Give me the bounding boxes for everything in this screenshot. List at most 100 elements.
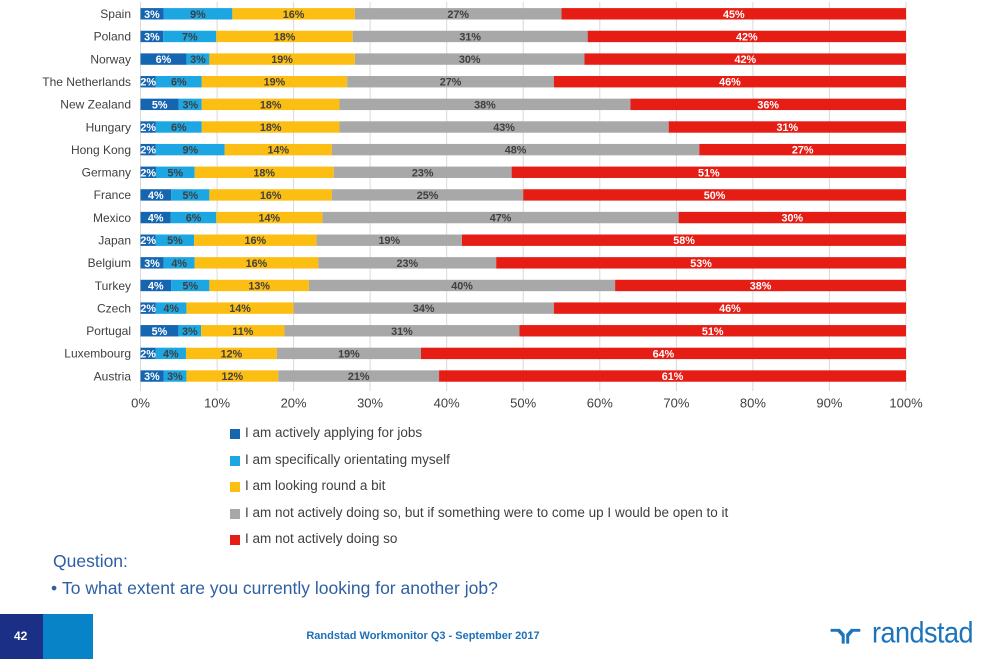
svg-text:51%: 51% <box>702 326 724 338</box>
svg-text:randstad: randstad <box>872 616 973 650</box>
svg-text:64%: 64% <box>653 348 675 360</box>
svg-text:18%: 18% <box>253 167 275 179</box>
svg-text:19%: 19% <box>338 348 360 360</box>
svg-text:9%: 9% <box>190 9 206 21</box>
svg-text:6%: 6% <box>156 54 172 66</box>
svg-text:Belgium: Belgium <box>88 256 131 270</box>
svg-text:42%: 42% <box>734 54 756 66</box>
svg-text:34%: 34% <box>413 303 435 315</box>
svg-text:3%: 3% <box>182 326 198 338</box>
svg-text:New Zealand: New Zealand <box>60 98 131 112</box>
svg-text:Turkey: Turkey <box>95 279 131 293</box>
svg-text:43%: 43% <box>493 122 515 134</box>
svg-text:16%: 16% <box>246 258 268 270</box>
svg-text:50%: 50% <box>704 190 726 202</box>
svg-text:16%: 16% <box>245 235 267 247</box>
svg-text:5%: 5% <box>152 326 168 338</box>
svg-text:14%: 14% <box>267 145 289 157</box>
svg-text:10%: 10% <box>204 396 230 411</box>
svg-text:Japan: Japan <box>98 234 131 248</box>
svg-text:42%: 42% <box>736 31 758 43</box>
svg-text:46%: 46% <box>719 77 741 89</box>
svg-text:2%: 2% <box>140 122 156 134</box>
svg-text:2%: 2% <box>140 145 156 157</box>
svg-text:12%: 12% <box>221 348 243 360</box>
svg-text:6%: 6% <box>186 213 202 225</box>
svg-text:31%: 31% <box>459 31 481 43</box>
svg-text:25%: 25% <box>417 190 439 202</box>
svg-text:Austria: Austria <box>94 369 132 383</box>
svg-text:6%: 6% <box>171 122 187 134</box>
svg-text:Portugal: Portugal <box>86 324 131 338</box>
svg-text:23%: 23% <box>396 258 418 270</box>
svg-text:58%: 58% <box>673 235 695 247</box>
svg-text:4%: 4% <box>148 280 164 292</box>
svg-text:Germany: Germany <box>82 166 131 180</box>
svg-text:5%: 5% <box>182 190 198 202</box>
svg-text:38%: 38% <box>750 280 772 292</box>
svg-text:30%: 30% <box>357 396 383 411</box>
svg-text:100%: 100% <box>889 396 923 411</box>
svg-text:18%: 18% <box>274 31 296 43</box>
svg-text:5%: 5% <box>167 235 183 247</box>
svg-text:Mexico: Mexico <box>93 211 131 225</box>
svg-text:20%: 20% <box>281 396 307 411</box>
svg-text:18%: 18% <box>260 99 282 111</box>
svg-text:France: France <box>94 188 132 202</box>
svg-text:5%: 5% <box>182 280 198 292</box>
svg-text:Czech: Czech <box>97 301 131 315</box>
svg-text:2%: 2% <box>140 167 156 179</box>
svg-text:19%: 19% <box>271 54 293 66</box>
svg-text:40%: 40% <box>434 396 460 411</box>
svg-text:2%: 2% <box>140 348 156 360</box>
svg-text:27%: 27% <box>792 145 814 157</box>
svg-text:38%: 38% <box>474 99 496 111</box>
svg-text:45%: 45% <box>723 9 745 21</box>
svg-text:Poland: Poland <box>94 30 131 44</box>
svg-text:30%: 30% <box>459 54 481 66</box>
svg-text:2%: 2% <box>140 77 156 89</box>
svg-text:2%: 2% <box>140 303 156 315</box>
svg-text:21%: 21% <box>348 371 370 383</box>
svg-text:16%: 16% <box>283 9 305 21</box>
svg-text:27%: 27% <box>447 9 469 21</box>
svg-text:6%: 6% <box>171 77 187 89</box>
svg-text:7%: 7% <box>182 31 198 43</box>
svg-text:23%: 23% <box>412 167 434 179</box>
svg-text:0%: 0% <box>131 396 150 411</box>
svg-text:51%: 51% <box>698 167 720 179</box>
svg-text:The Netherlands: The Netherlands <box>42 75 131 89</box>
svg-text:5%: 5% <box>167 167 183 179</box>
svg-text:3%: 3% <box>144 258 160 270</box>
svg-text:80%: 80% <box>740 396 766 411</box>
svg-text:12%: 12% <box>222 371 244 383</box>
svg-text:Luxembourg: Luxembourg <box>64 347 131 361</box>
svg-text:3%: 3% <box>144 371 160 383</box>
svg-text:16%: 16% <box>260 190 282 202</box>
svg-text:70%: 70% <box>663 396 689 411</box>
svg-text:3%: 3% <box>144 9 160 21</box>
svg-text:4%: 4% <box>148 190 164 202</box>
svg-text:5%: 5% <box>152 99 168 111</box>
svg-text:Hungary: Hungary <box>86 120 131 134</box>
svg-text:61%: 61% <box>662 371 684 383</box>
svg-text:31%: 31% <box>777 122 799 134</box>
svg-text:18%: 18% <box>260 122 282 134</box>
svg-text:2%: 2% <box>140 235 156 247</box>
svg-text:19%: 19% <box>378 235 400 247</box>
svg-text:48%: 48% <box>505 145 527 157</box>
svg-text:50%: 50% <box>510 396 536 411</box>
svg-text:53%: 53% <box>690 258 712 270</box>
svg-text:40%: 40% <box>451 280 473 292</box>
svg-text:30%: 30% <box>781 213 803 225</box>
svg-text:Norway: Norway <box>90 52 131 66</box>
svg-text:14%: 14% <box>229 303 251 315</box>
svg-text:14%: 14% <box>259 213 281 225</box>
svg-text:3%: 3% <box>144 31 160 43</box>
svg-text:Spain: Spain <box>100 7 131 21</box>
svg-text:90%: 90% <box>816 396 842 411</box>
svg-text:3%: 3% <box>167 371 183 383</box>
svg-text:4%: 4% <box>163 303 179 315</box>
svg-text:13%: 13% <box>248 280 270 292</box>
svg-text:46%: 46% <box>719 303 741 315</box>
